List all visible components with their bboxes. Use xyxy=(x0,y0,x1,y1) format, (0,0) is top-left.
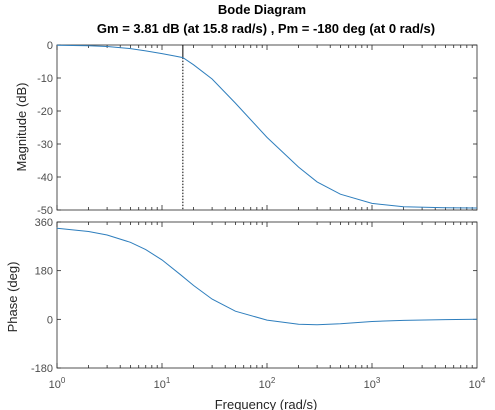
phase-y-axis-label: Phase (deg) xyxy=(5,262,20,333)
phase-panel: 360 180 0 -180 Phase (deg) xyxy=(5,217,478,375)
x-tick-label: 103 xyxy=(364,376,381,391)
y-tick-label: 180 xyxy=(35,266,53,278)
y-tick-label: -180 xyxy=(31,363,53,375)
magnitude-y-axis-label: Magnitude (dB) xyxy=(14,83,29,172)
chart-subtitle: Gm = 3.81 dB (at 15.8 rad/s) , Pm = -180… xyxy=(97,21,435,36)
x-tick-label: 102 xyxy=(259,376,276,391)
x-axis-label: Frequency (rad/s) xyxy=(215,397,318,410)
chart-title: Bode Diagram xyxy=(218,2,306,17)
y-tick-label: -30 xyxy=(37,139,53,151)
magnitude-axes-frame xyxy=(56,44,478,211)
magnitude-curve xyxy=(56,44,478,209)
y-tick-label: 360 xyxy=(35,217,53,229)
phase-curve xyxy=(56,227,478,326)
y-tick-label: -50 xyxy=(37,205,53,217)
magnitude-ticks xyxy=(56,44,477,211)
x-tick-label: 101 xyxy=(154,376,171,391)
magnitude-y-tick-labels: 0 -10 -20 -30 -40 -50 xyxy=(37,40,53,217)
magnitude-panel: 0 -10 -20 -30 -40 -50 Magnitude (dB) xyxy=(14,40,478,217)
x-tick-label: 104 xyxy=(469,376,486,391)
y-tick-label: -40 xyxy=(37,172,53,184)
phase-ticks xyxy=(56,221,477,369)
phase-axes-frame xyxy=(56,221,478,369)
y-tick-label: -10 xyxy=(37,73,53,85)
x-tick-labels: 100 101 102 103 104 xyxy=(49,376,486,391)
y-tick-label: 0 xyxy=(47,40,53,52)
x-tick-label: 100 xyxy=(49,376,66,391)
y-tick-label: 0 xyxy=(47,314,53,326)
phase-y-tick-labels: 360 180 0 -180 xyxy=(31,217,53,375)
y-tick-label: -20 xyxy=(37,106,53,118)
